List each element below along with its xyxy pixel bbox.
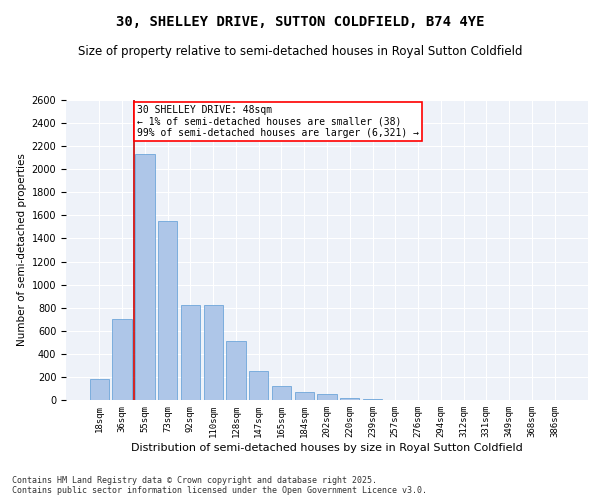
Bar <box>112 319 132 400</box>
Y-axis label: Number of semi-detached properties: Number of semi-detached properties <box>17 154 28 346</box>
Text: Size of property relative to semi-detached houses in Royal Sutton Coldfield: Size of property relative to semi-detach… <box>78 45 522 58</box>
Bar <box>226 341 245 400</box>
Bar <box>340 398 359 400</box>
Bar <box>203 306 223 400</box>
Bar <box>90 379 109 400</box>
Bar <box>272 386 291 400</box>
Bar <box>317 394 337 400</box>
Bar <box>249 370 268 400</box>
Bar <box>158 221 178 400</box>
X-axis label: Distribution of semi-detached houses by size in Royal Sutton Coldfield: Distribution of semi-detached houses by … <box>131 442 523 452</box>
Text: 30, SHELLEY DRIVE, SUTTON COLDFIELD, B74 4YE: 30, SHELLEY DRIVE, SUTTON COLDFIELD, B74… <box>116 15 484 29</box>
Bar <box>295 392 314 400</box>
Bar <box>181 306 200 400</box>
Text: 30 SHELLEY DRIVE: 48sqm
← 1% of semi-detached houses are smaller (38)
99% of sem: 30 SHELLEY DRIVE: 48sqm ← 1% of semi-det… <box>137 105 419 138</box>
Bar <box>135 154 155 400</box>
Text: Contains HM Land Registry data © Crown copyright and database right 2025.
Contai: Contains HM Land Registry data © Crown c… <box>12 476 427 495</box>
